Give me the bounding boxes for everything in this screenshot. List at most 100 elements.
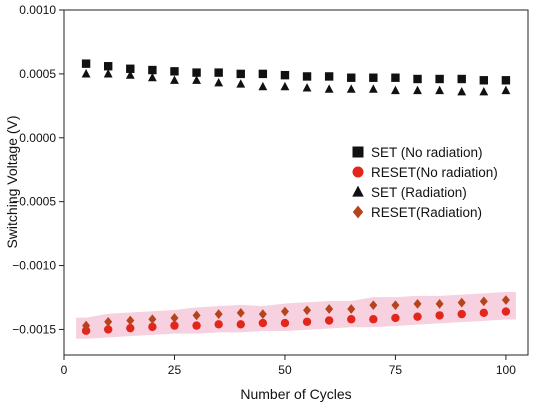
- data-point: [324, 316, 334, 325]
- legend-marker: [352, 205, 364, 219]
- data-point: [501, 76, 511, 85]
- data-point: [236, 308, 245, 318]
- data-point: [391, 300, 400, 310]
- reset-highlight-band: [76, 292, 516, 339]
- data-point: [501, 307, 511, 316]
- data-point: [369, 73, 378, 82]
- x-tick-label: 100: [496, 363, 516, 377]
- data-point: [368, 84, 378, 93]
- x-tick-label: 75: [389, 363, 403, 377]
- y-tick-label: 0.0000: [19, 131, 56, 145]
- x-axis: 0 25 50 75 100: [61, 355, 516, 377]
- data-point: [435, 311, 444, 320]
- x-tick-label: 50: [278, 363, 292, 377]
- x-axis-title: Number of Cycles: [240, 386, 351, 402]
- series-1: [81, 307, 511, 335]
- data-point: [170, 321, 179, 330]
- y-tick-label: 0.0005: [19, 67, 56, 81]
- data-point: [302, 317, 312, 326]
- data-point: [391, 85, 400, 95]
- series-3: [82, 295, 510, 331]
- data-point: [103, 325, 113, 334]
- data-point: [413, 299, 422, 309]
- data-point: [457, 297, 466, 308]
- y-tick-label: −0.0005: [12, 195, 56, 209]
- data-point: [148, 322, 157, 332]
- data-point: [347, 304, 356, 314]
- legend-label: RESET(Radiation): [371, 205, 482, 220]
- data-point: [280, 306, 289, 317]
- data-point: [82, 320, 91, 331]
- y-tick-label: 0.0010: [19, 3, 56, 17]
- data-point: [258, 318, 268, 328]
- y-axis-title: Switching Voltage (V): [4, 115, 20, 248]
- series-2: [81, 69, 511, 96]
- plot-area-frame: [63, 9, 529, 356]
- data-point: [103, 62, 113, 71]
- data-point: [125, 70, 135, 79]
- data-point: [479, 86, 489, 96]
- data-point: [435, 74, 444, 84]
- data-point: [435, 299, 444, 309]
- data-point: [170, 75, 179, 84]
- data-point: [435, 85, 445, 95]
- data-point: [148, 65, 157, 75]
- data-point: [258, 309, 267, 319]
- data-point: [280, 318, 290, 328]
- data-point: [479, 76, 489, 85]
- data-point: [214, 78, 224, 87]
- legend: SET (No radiation) RESET(No radiation) SET…: [352, 145, 498, 220]
- data-point: [479, 296, 488, 307]
- data-point: [214, 309, 223, 319]
- data-point: [347, 73, 356, 82]
- data-point: [324, 84, 334, 93]
- legend-label: RESET(No radiation): [371, 165, 498, 180]
- data-point: [81, 326, 91, 335]
- data-point: [192, 68, 201, 77]
- data-point: [413, 312, 422, 321]
- data-point: [126, 64, 135, 73]
- data-point: [214, 320, 223, 329]
- data-point: [258, 81, 268, 91]
- data-point: [192, 321, 201, 330]
- data-points: [81, 59, 511, 335]
- y-tick-label: −0.0015: [12, 322, 56, 336]
- y-axis: 0.0010 0.0005 0.0000 −0.0005 −0.0010 −0.0015: [12, 3, 64, 336]
- legend-marker: [352, 185, 364, 197]
- series-0: [81, 59, 511, 85]
- y-tick-label: −0.0010: [12, 259, 56, 273]
- data-point: [457, 86, 467, 96]
- data-point: [346, 84, 356, 93]
- data-point: [413, 74, 422, 84]
- data-point: [126, 315, 135, 326]
- data-point: [280, 70, 290, 80]
- data-point: [81, 59, 91, 68]
- data-point: [214, 68, 223, 77]
- data-point: [457, 74, 466, 84]
- data-point: [103, 69, 113, 78]
- data-point: [369, 300, 378, 310]
- data-point: [104, 316, 113, 327]
- data-point: [147, 72, 157, 82]
- data-point: [126, 323, 135, 333]
- legend-marker: [352, 166, 364, 178]
- data-point: [148, 314, 157, 325]
- data-point: [303, 305, 312, 316]
- data-point: [457, 309, 466, 319]
- data-point: [413, 85, 422, 95]
- data-point: [170, 313, 179, 323]
- data-point: [280, 81, 290, 91]
- data-point: [302, 83, 312, 92]
- data-point: [391, 313, 400, 323]
- data-point: [192, 310, 201, 321]
- data-point: [347, 315, 356, 324]
- data-point: [236, 69, 245, 79]
- data-point: [324, 72, 334, 81]
- data-point: [501, 295, 510, 305]
- data-point: [236, 320, 245, 329]
- x-tick-label: 25: [168, 363, 182, 377]
- data-point: [170, 67, 179, 76]
- legend-label: SET (Radiation): [371, 185, 467, 200]
- data-point: [369, 315, 378, 324]
